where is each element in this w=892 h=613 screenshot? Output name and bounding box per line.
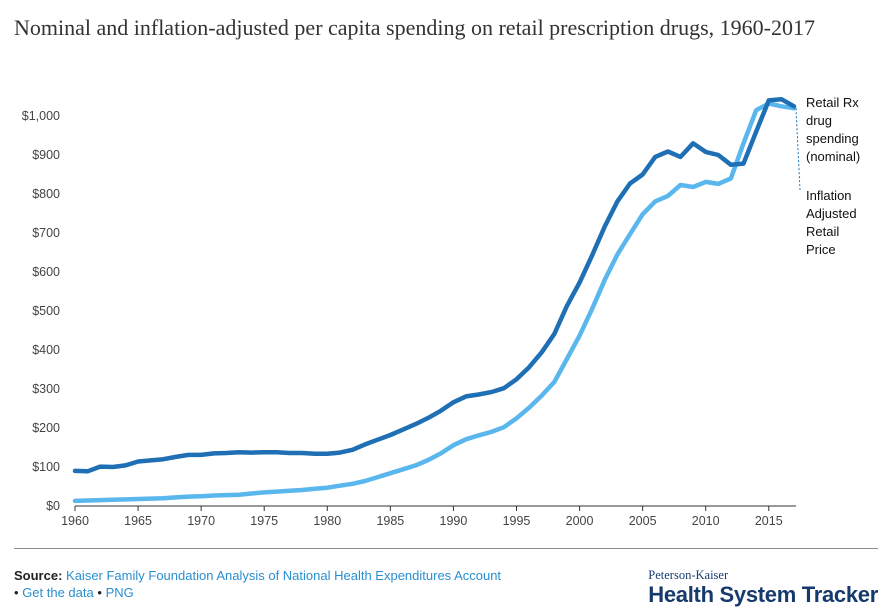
series-label-nominal: drug bbox=[806, 113, 832, 128]
y-tick-label: $800 bbox=[32, 187, 60, 201]
x-axis: 1960 1965 1970 1975 1980 1985 1990 1995 2000 2005… bbox=[61, 505, 796, 528]
y-tick-label: $0 bbox=[46, 499, 60, 513]
png-link[interactable]: PNG bbox=[105, 585, 134, 600]
source-link[interactable]: Kaiser Family Foundation Analysis of Nat… bbox=[66, 568, 502, 583]
footer-divider bbox=[14, 548, 878, 549]
x-tick-label: 1975 bbox=[250, 514, 278, 528]
y-tick-label: $400 bbox=[32, 343, 60, 357]
series-label-inflation-adjusted: Retail bbox=[806, 224, 839, 239]
series-label-nominal: (nominal) bbox=[806, 149, 860, 164]
y-tick-label: $900 bbox=[32, 148, 60, 162]
brand-sub: Peterson-Kaiser bbox=[648, 568, 729, 582]
x-tick-label: 1965 bbox=[124, 514, 152, 528]
y-tick-label: $300 bbox=[32, 382, 60, 396]
y-tick-label: $500 bbox=[32, 304, 60, 318]
series-line-nominal bbox=[72, 96, 797, 474]
series-label-inflation-adjusted: Inflation bbox=[806, 188, 852, 203]
x-tick-label: 2000 bbox=[566, 514, 594, 528]
footer: Source: Kaiser Family Foundation Analysi… bbox=[14, 567, 501, 601]
series-label-inflation-adjusted: Adjusted bbox=[806, 206, 857, 221]
y-tick-label: $700 bbox=[32, 226, 60, 240]
x-tick-label: 2015 bbox=[755, 514, 783, 528]
series-label-nominal: spending bbox=[806, 131, 859, 146]
y-tick-label: $100 bbox=[32, 460, 60, 474]
line-chart: $0 $100 $200 $300 $400 $500 $600 $700 $800 $900 $1… bbox=[22, 95, 860, 528]
series-label-nominal: Retail Rx bbox=[806, 95, 859, 110]
series-line-inflation-adjusted bbox=[72, 101, 797, 504]
x-tick-label: 1985 bbox=[376, 514, 404, 528]
series-lines bbox=[72, 96, 797, 504]
chart-title: Nominal and inflation-adjusted per capit… bbox=[14, 15, 815, 40]
x-tick-label: 1980 bbox=[313, 514, 341, 528]
x-tick-label: 2005 bbox=[629, 514, 657, 528]
x-tick-label: 1960 bbox=[61, 514, 89, 528]
x-tick-label: 1990 bbox=[440, 514, 468, 528]
x-tick-label: 1970 bbox=[187, 514, 215, 528]
source-label: Source: bbox=[14, 568, 63, 583]
bullet-1: • bbox=[14, 585, 19, 600]
y-axis: $0 $100 $200 $300 $400 $500 $600 $700 $800 $900 $1… bbox=[22, 109, 60, 513]
bullet-2: • bbox=[97, 585, 102, 600]
y-tick-label: $200 bbox=[32, 421, 60, 435]
brand-main: Health System Tracker bbox=[648, 582, 878, 607]
x-tick-label: 1995 bbox=[503, 514, 531, 528]
series-label-inflation-adjusted: Price bbox=[806, 242, 836, 257]
y-tick-label: $1,000 bbox=[22, 109, 60, 123]
get-data-link[interactable]: Get the data bbox=[22, 585, 94, 600]
series-labels: Retail Rx drug spending (nominal) Inflation A… bbox=[795, 95, 860, 257]
brand-logo[interactable]: Peterson-Kaiser Health System Tracker bbox=[648, 568, 878, 607]
y-tick-label: $600 bbox=[32, 265, 60, 279]
label-leader-line bbox=[795, 108, 801, 191]
x-tick-label: 2010 bbox=[692, 514, 720, 528]
